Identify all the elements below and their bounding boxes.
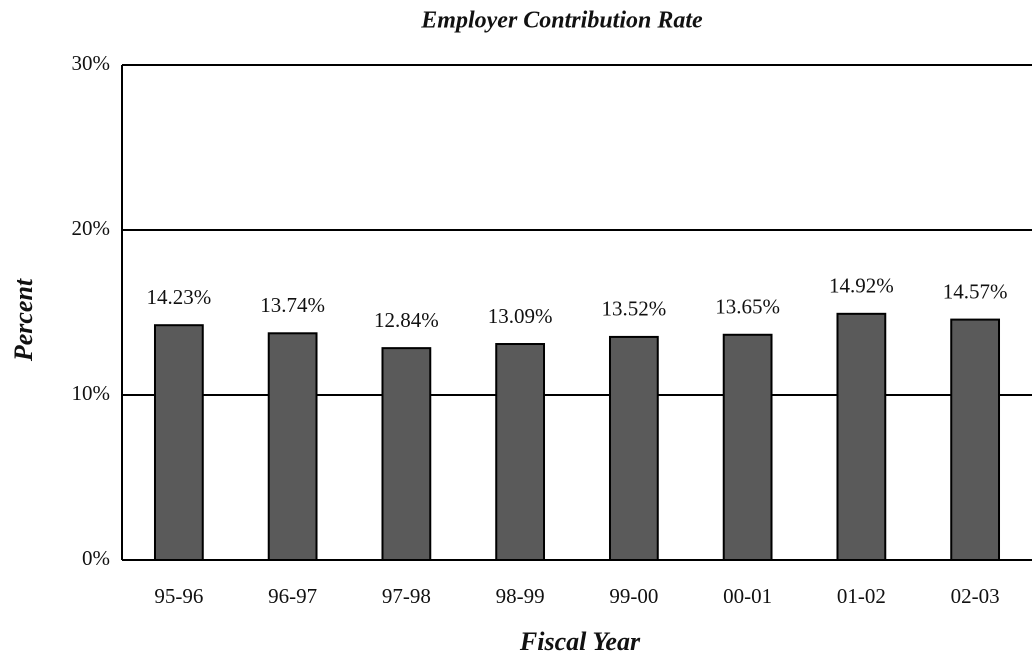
bar	[267, 332, 318, 562]
y-tick-label: 30%	[72, 51, 111, 75]
x-tick-label: 95-96	[154, 584, 203, 608]
x-tick-label: 99-00	[609, 584, 658, 608]
data-label: 14.92%	[829, 274, 894, 298]
y-tick-label: 10%	[72, 381, 111, 405]
bar	[836, 312, 887, 561]
bar	[608, 335, 659, 562]
y-tick-label: 0%	[82, 546, 110, 570]
x-axis-title: Fiscal Year	[519, 627, 641, 656]
data-label: 13.65%	[715, 295, 780, 319]
bar	[153, 324, 204, 561]
bar	[722, 333, 773, 561]
data-label: 13.09%	[488, 304, 553, 328]
x-tick-label: 97-98	[382, 584, 431, 608]
x-tick-label: 98-99	[496, 584, 545, 608]
x-tick-label: 01-02	[837, 584, 886, 608]
y-axis-title: Percent	[9, 278, 38, 362]
data-label: 14.23%	[147, 285, 212, 309]
data-label: 13.74%	[260, 293, 325, 317]
bar	[950, 318, 1001, 561]
data-label: 13.52%	[602, 297, 667, 321]
bar	[495, 343, 546, 562]
data-label: 12.84%	[374, 308, 439, 332]
bar	[381, 347, 432, 562]
x-tick-label: 00-01	[723, 584, 772, 608]
chart-title: Employer Contribution Rate	[420, 8, 703, 34]
x-tick-label: 96-97	[268, 584, 317, 608]
data-label: 14.57%	[943, 279, 1008, 303]
x-tick-label: 02-03	[951, 584, 1000, 608]
y-tick-label: 20%	[72, 216, 111, 240]
